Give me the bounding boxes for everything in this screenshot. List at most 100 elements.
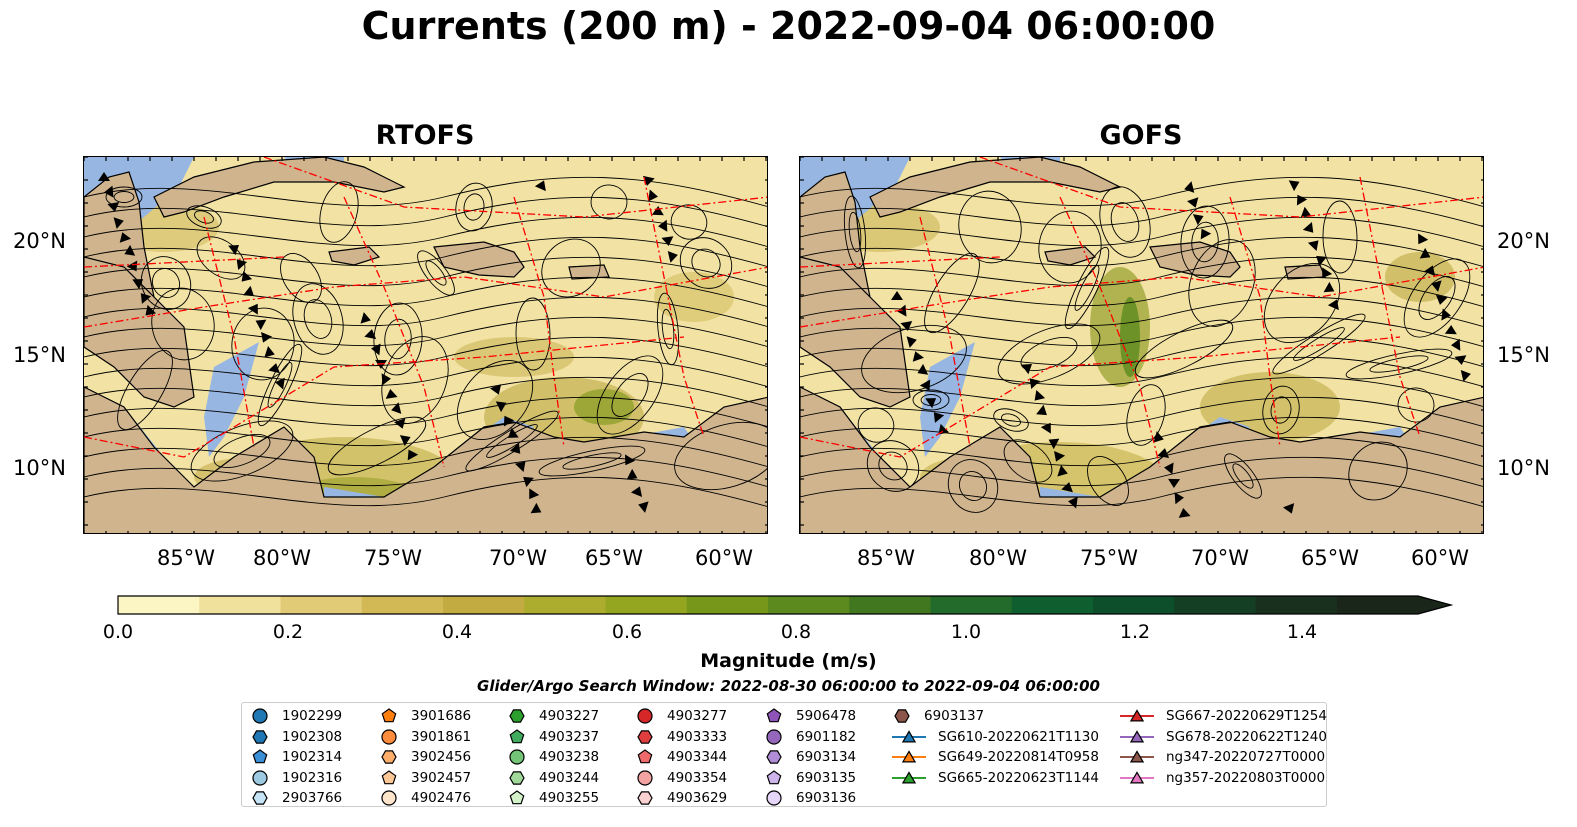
lon-label-60w-left: 60°W (695, 546, 753, 570)
map-frame-ticks (800, 157, 1483, 533)
hexagon-marker-icon (381, 750, 397, 764)
legend-item: 1902308 (250, 727, 342, 747)
colorbar-tick-3: 0.6 (611, 621, 643, 643)
land-mass (800, 386, 1483, 533)
legend-label: 4903629 (667, 790, 728, 806)
colorbar-bin (1174, 596, 1256, 614)
legend-marker (637, 708, 653, 724)
legend-label: 4903237 (539, 728, 600, 745)
legend-label: SG665-20220623T1144 (938, 769, 1099, 786)
legend-label: 3902456 (411, 749, 472, 765)
legend-marker (381, 769, 397, 784)
hexagon-marker-icon (637, 791, 653, 805)
legend-label: 1902316 (282, 769, 343, 786)
colorbar-bin (443, 596, 525, 614)
lat-label-15n-right: 15°N (1497, 343, 1550, 367)
colorbar-bin (605, 596, 688, 614)
legend-item: 5906478 (764, 706, 856, 726)
legend-item: 6903135 (764, 768, 856, 788)
legend-item: 4903237 (507, 727, 599, 747)
legend-label: SG667-20220629T1254 (1166, 708, 1327, 724)
legend-item: 4903344 (635, 747, 727, 767)
figure-title: Currents (200 m) - 2022-09-04 06:00:00 (361, 4, 1216, 48)
legend-item: SG667-20220629T1254 (1120, 706, 1327, 726)
legend-label: 4903344 (667, 749, 728, 765)
legend-label: 6901182 (796, 728, 857, 745)
legend-label: 4903238 (539, 749, 600, 765)
colorbar-bin (1011, 596, 1094, 614)
legend-item: SG678-20220622T1240 (1120, 727, 1327, 747)
triangle-marker-icon (901, 770, 917, 783)
legend-label: 1902308 (282, 728, 343, 745)
legend-item: 4903333 (635, 727, 727, 747)
legend-item: 3901861 (379, 727, 471, 747)
legend-label: 1902314 (282, 749, 343, 765)
eez-boundaries (800, 157, 1483, 468)
land-mass (328, 246, 381, 266)
legend-marker (637, 749, 653, 764)
legend-label: 6903137 (924, 708, 985, 724)
current-magnitude-patch (454, 337, 574, 377)
shallow-water (204, 342, 259, 457)
legend-marker (509, 728, 525, 743)
colorbar (117, 595, 1453, 615)
lon-label-65w-left: 65°W (585, 546, 643, 570)
legend-label: SG649-20220814T0958 (938, 749, 1099, 765)
pentagon-marker-icon (766, 708, 782, 723)
legend-label: ng357-20220803T0000 (1166, 769, 1326, 786)
legend-item: 4903629 (635, 788, 727, 808)
lon-label-85w-left: 85°W (157, 546, 215, 570)
circle-marker-icon (252, 769, 268, 786)
map-panel-rtofs[interactable] (83, 156, 768, 534)
circle-marker-icon (637, 708, 653, 724)
legend-label: 4902476 (411, 790, 472, 806)
lon-label-60w-right: 60°W (1411, 546, 1469, 570)
legend-label: 4903354 (667, 769, 728, 786)
land-mass (153, 157, 406, 218)
circle-marker-icon (252, 708, 268, 724)
lon-label-65w-right: 65°W (1301, 546, 1359, 570)
legend-item: 3902457 (379, 768, 471, 788)
circle-marker-icon (509, 749, 525, 765)
lon-label-85w-right: 85°W (857, 546, 915, 570)
legend-item: 4903277 (635, 706, 727, 726)
lat-label-10n-right: 10°N (1497, 456, 1550, 480)
lon-label-75w-right: 75°W (1080, 546, 1138, 570)
colorbar-bin (361, 596, 444, 614)
land-mass (84, 256, 195, 408)
land-mass (84, 386, 767, 533)
flow-arrowheads (98, 172, 678, 514)
legend: 1902299 1902308 1902314 1902316 2903766 39016… (241, 702, 1327, 807)
current-magnitude-patch (1120, 297, 1140, 377)
pentagon-marker-icon (637, 749, 653, 764)
land-mass (1044, 246, 1097, 266)
legend-marker (252, 708, 268, 724)
legend-line-marker (892, 770, 926, 783)
colorbar-bin (849, 596, 931, 614)
legend-label: 4903333 (667, 728, 728, 745)
map-panel-gofs[interactable] (799, 156, 1484, 534)
legend-label: 1902299 (282, 708, 343, 724)
lon-label-75w-left: 75°W (364, 546, 422, 570)
legend-label: 6903136 (796, 790, 857, 806)
legend-marker (637, 791, 653, 805)
legend-marker (766, 708, 782, 723)
legend-item: 4903255 (507, 788, 599, 808)
legend-item: 6903137 (892, 706, 984, 726)
legend-item: SG665-20220623T1144 (892, 768, 1099, 788)
legend-label: 3901686 (411, 708, 472, 724)
legend-marker (637, 729, 653, 744)
map-canvas (84, 157, 767, 533)
colorbar-extend-arrow (1418, 596, 1451, 614)
pentagon-marker-icon (509, 790, 525, 805)
legend-item: 1902299 (250, 706, 342, 726)
colorbar-tick-4: 0.8 (780, 621, 812, 643)
eez-boundaries (84, 157, 767, 468)
legend-item: 6903136 (764, 788, 856, 808)
legend-marker (766, 790, 782, 806)
lon-label-80w-left: 80°W (253, 546, 311, 570)
lon-label-80w-right: 80°W (969, 546, 1027, 570)
legend-marker (381, 750, 397, 764)
legend-marker (381, 708, 397, 723)
hexagon-marker-icon (509, 770, 525, 785)
